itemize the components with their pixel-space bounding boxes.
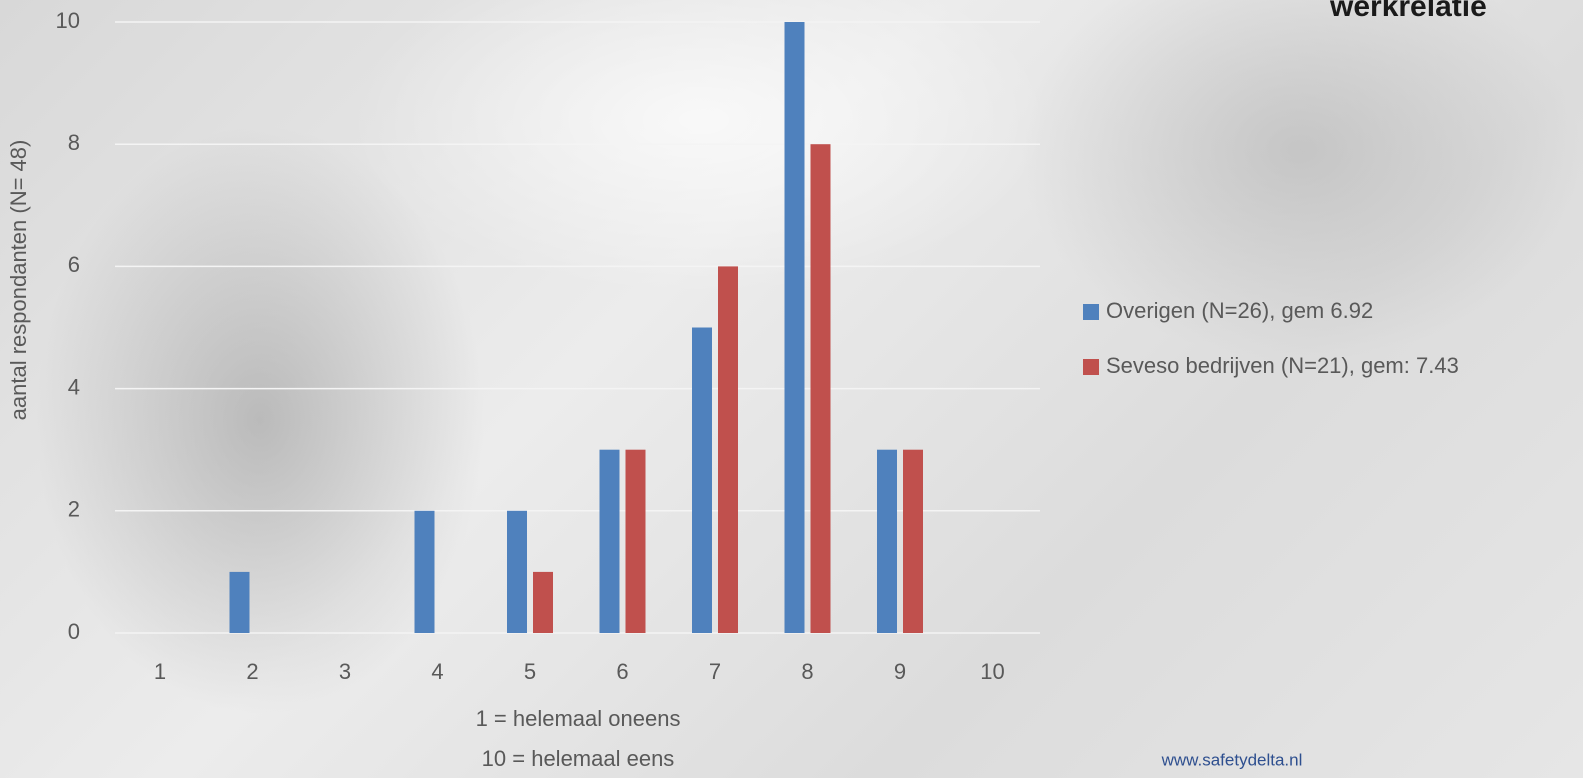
bar: [718, 266, 738, 633]
x-axis-label: 1 = helemaal oneens: [476, 706, 681, 731]
bar: [903, 449, 923, 633]
y-tick-label: 10: [56, 8, 80, 33]
x-tick-label: 9: [894, 659, 906, 684]
bar: [507, 510, 527, 633]
legend-swatch: [1083, 304, 1099, 320]
y-axis-label: aantal respondanten (N= 48): [6, 140, 31, 421]
legend-label: Seveso bedrijven (N=21), gem: 7.43: [1106, 353, 1459, 378]
bar: [810, 144, 831, 633]
legend-label: Overigen (N=26), gem 6.92: [1106, 298, 1373, 323]
chart-title: werkrelatie: [1329, 0, 1487, 23]
x-tick-label: 5: [524, 659, 536, 684]
x-tick-label: 6: [616, 659, 628, 684]
legend-swatch: [1083, 359, 1099, 375]
bar: [784, 22, 805, 633]
y-tick-label: 8: [68, 130, 80, 155]
y-tick-label: 2: [68, 497, 80, 522]
x-axis-label: 10 = helemaal eens: [482, 746, 675, 771]
bar: [692, 327, 712, 633]
y-tick-label: 6: [68, 252, 80, 277]
bar: [229, 571, 250, 633]
bar: [533, 571, 553, 633]
x-tick-label: 4: [431, 659, 443, 684]
x-tick-label: 2: [246, 659, 258, 684]
bar: [599, 449, 620, 633]
bar: [414, 510, 435, 633]
footer: www.safetydelta.nl: [1161, 750, 1303, 769]
x-tick-label: 1: [154, 659, 166, 684]
x-tick-label: 10: [980, 659, 1004, 684]
x-tick-label: 8: [801, 659, 813, 684]
y-tick-label: 0: [68, 619, 80, 644]
y-tick-label: 4: [68, 374, 80, 399]
bar: [625, 449, 646, 633]
x-tick-label: 3: [339, 659, 351, 684]
x-tick-label: 7: [709, 659, 721, 684]
bar: [877, 449, 897, 633]
